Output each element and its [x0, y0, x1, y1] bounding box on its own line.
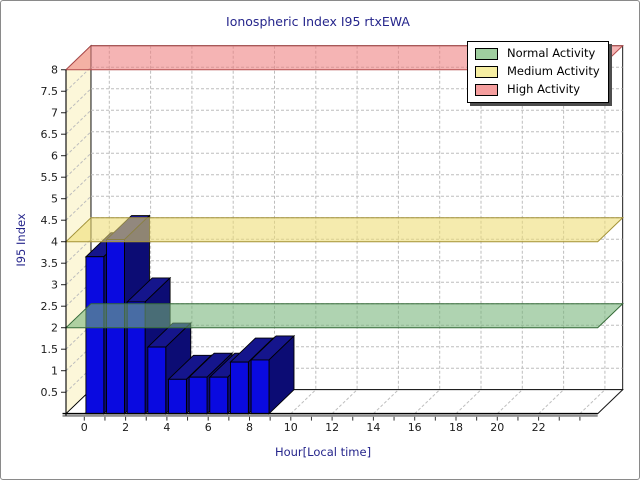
y-tick-label: 4.5	[41, 214, 59, 227]
bar-hour-5	[188, 376, 208, 415]
medium-activity-swatch-icon	[475, 65, 498, 78]
left-wall-hatch	[65, 260, 92, 286]
x-tick-label: 4	[163, 421, 170, 434]
high-activity-swatch-icon	[475, 83, 498, 96]
left-wall-hatch	[65, 281, 92, 307]
legend-item-high-activity: High Activity	[475, 82, 600, 97]
y-tick-label: 6.5	[41, 128, 59, 141]
floor-hatch	[331, 389, 358, 415]
left-wall-hatch	[65, 195, 92, 221]
y-axis-title: I95 Index	[14, 213, 28, 267]
legend-label: High Activity	[507, 81, 581, 96]
left-wall-hatch	[65, 367, 92, 393]
x-axis-shadow	[62, 414, 598, 417]
y-tick-label: 5	[51, 193, 58, 206]
legend-item-medium-activity: Medium Activity	[475, 64, 600, 79]
y-tick-label: 0.5	[41, 386, 59, 399]
left-wall-hatch	[65, 131, 92, 157]
floor-hatch	[373, 389, 399, 415]
x-axis-title: Hour[Local time]	[274, 445, 372, 459]
floor-hatch	[538, 389, 564, 415]
y-tick-label: 2.5	[41, 300, 59, 313]
floor-hatch	[496, 389, 523, 415]
legend-label: Medium Activity	[507, 63, 600, 78]
left-wall-hatch	[65, 88, 92, 114]
bar-hour-6	[209, 376, 229, 415]
y-tick-label: 1	[51, 365, 58, 378]
y-tick-label: 2	[51, 322, 58, 335]
x-tick-label: 20	[490, 421, 504, 434]
x-tick-label: 22	[532, 421, 546, 434]
left-wall-hatch	[65, 346, 92, 372]
x-tick-label: 2	[122, 421, 129, 434]
floor-right-edge	[597, 389, 624, 415]
threshold-band-medium-activity	[64, 217, 624, 243]
x-tick-label: 10	[284, 421, 298, 434]
x-tick-label: 16	[408, 421, 422, 434]
threshold-band-normal-activity	[64, 303, 624, 329]
legend-label: Normal Activity	[507, 45, 596, 60]
y-tick-label: 4	[51, 236, 58, 249]
x-tick-label: 6	[205, 421, 212, 434]
x-tick-label: 14	[366, 421, 380, 434]
y-tick-label: 8	[51, 64, 58, 77]
floor-hatch	[579, 389, 606, 415]
y-tick-label: 3.5	[41, 257, 59, 270]
left-wall-hatch	[65, 152, 92, 178]
bar-hour-8	[250, 359, 270, 415]
left-wall-hatch	[65, 66, 92, 92]
left-wall-hatch	[65, 324, 92, 350]
x-tick-label: 8	[246, 421, 253, 434]
x-tick-label: 18	[449, 421, 463, 434]
y-tick-label: 7.5	[41, 85, 59, 98]
floor-hatch	[414, 389, 441, 415]
bar-hour-7	[229, 361, 249, 415]
bar-hour-0	[85, 256, 105, 415]
floor-hatch	[455, 389, 482, 415]
legend: Normal Activity Medium Activity High Activ…	[467, 41, 609, 103]
left-wall-hatch	[65, 174, 92, 200]
y-tick-label: 7	[51, 107, 58, 120]
y-tick-label: 5.5	[41, 171, 59, 184]
left-wall-hatch	[65, 109, 92, 135]
chart-title: Ionospheric Index I95 rtxEWA	[226, 14, 410, 29]
x-tick-label: 0	[81, 421, 88, 434]
left-wall-hatch	[65, 238, 92, 264]
normal-activity-swatch-icon	[475, 47, 498, 60]
y-tick-label: 3	[51, 279, 58, 292]
legend-item-normal-activity: Normal Activity	[475, 46, 600, 61]
floor-hatch	[290, 389, 317, 415]
y-tick-label: 6	[51, 150, 58, 163]
x-tick-label: 12	[325, 421, 339, 434]
bar-hour-4	[168, 378, 187, 415]
y-tick-label: 1.5	[41, 343, 59, 356]
bar-hour-3	[147, 346, 167, 415]
